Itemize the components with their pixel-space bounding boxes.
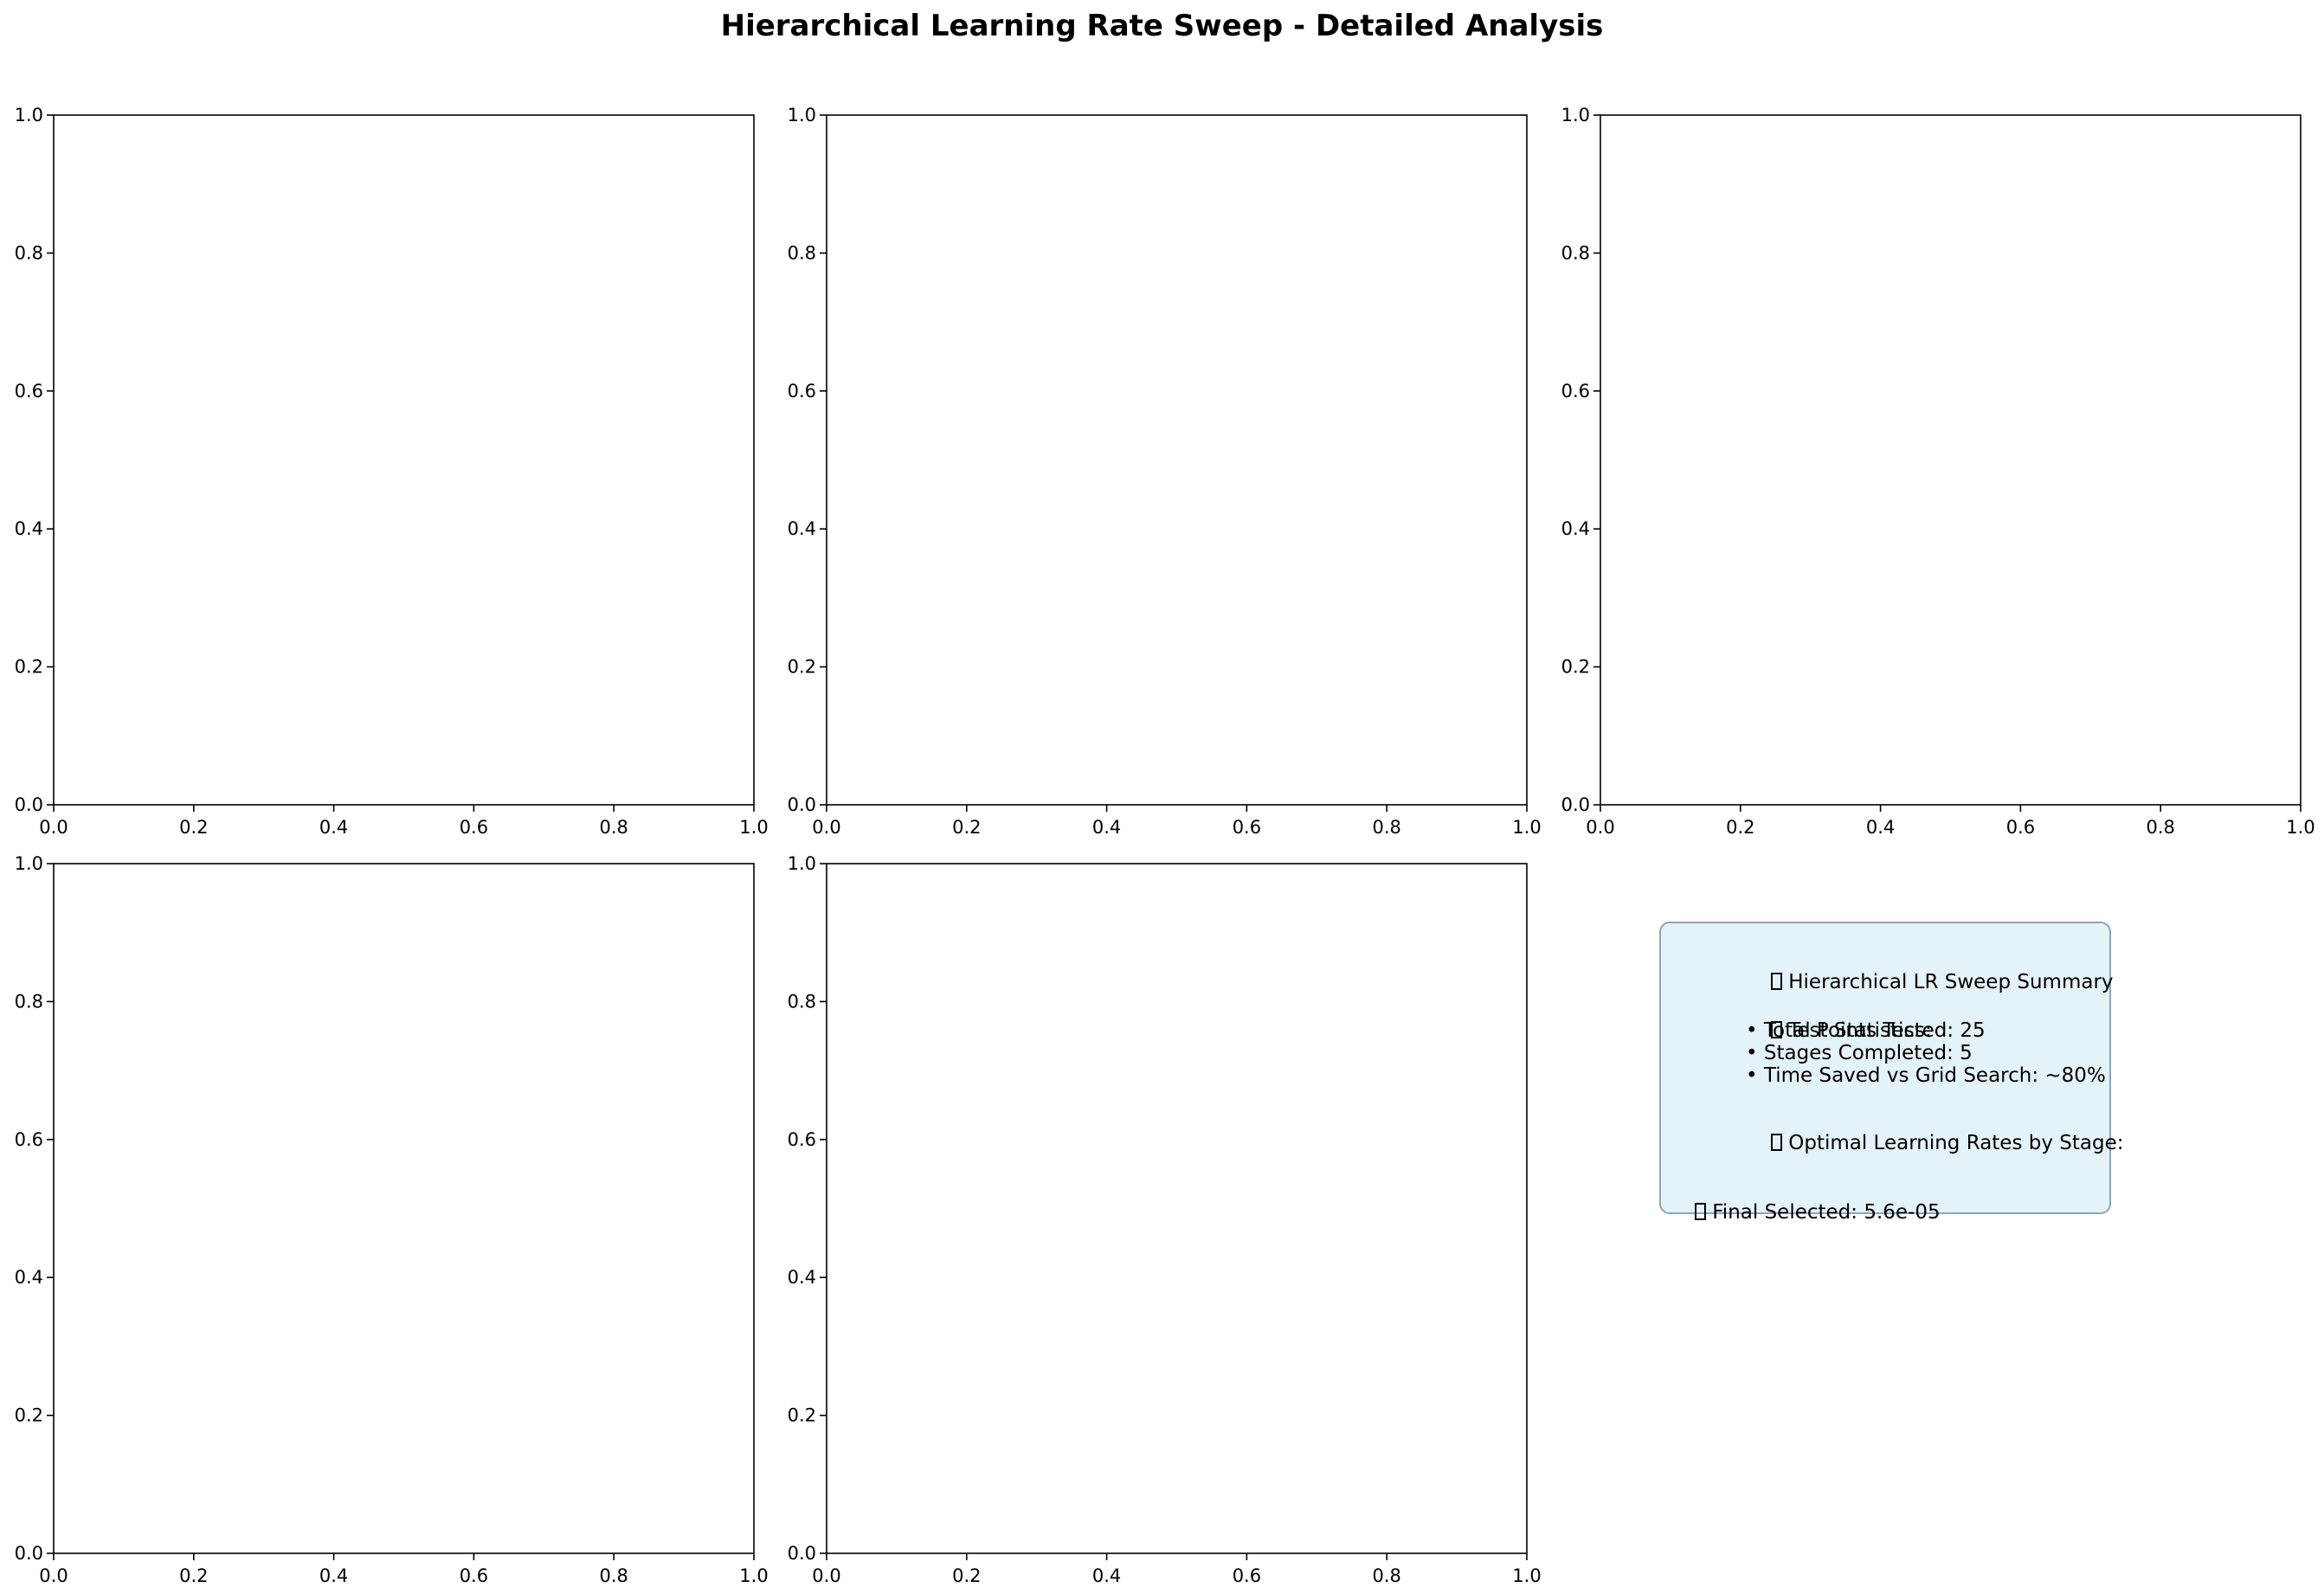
y-tick-label: 0.2	[15, 1405, 43, 1426]
x-tick-label: 0.0	[812, 1565, 840, 1586]
x-tick-label: 1.0	[739, 817, 768, 838]
x-tick-label: 0.6	[1233, 1565, 1261, 1586]
x-tick-label: 0.8	[2146, 817, 2174, 838]
x-tick-label: 1.0	[1512, 1565, 1541, 1586]
x-tick-label: 1.0	[739, 1565, 768, 1586]
y-tick-label: 0.2	[788, 657, 816, 678]
y-tick-label: 1.0	[15, 853, 43, 874]
y-tick-label: 1.0	[1561, 105, 1590, 125]
y-tick-label: 0.2	[1561, 657, 1590, 678]
y-tick-label: 0.4	[1561, 518, 1590, 539]
missing-glyph-box-icon	[1771, 1021, 1783, 1038]
x-tick-label: 0.2	[952, 1565, 981, 1586]
y-tick-label: 0.8	[788, 991, 816, 1012]
y-tick-label: 0.6	[1561, 381, 1590, 402]
stat-stages-completed: • Stages Completed: 5	[1746, 1042, 1973, 1064]
y-tick-label: 0.4	[15, 518, 43, 539]
y-tick-label: 0.4	[788, 518, 816, 539]
x-tick-label: 0.0	[812, 817, 840, 838]
y-tick-label: 0.0	[15, 794, 43, 815]
y-tick-label: 0.0	[788, 1543, 816, 1564]
x-tick-label: 0.6	[2006, 817, 2035, 838]
summary-heading: Hierarchical LR Sweep Summary	[1788, 971, 2114, 993]
y-tick-label: 0.6	[15, 381, 43, 402]
y-tick-label: 0.6	[15, 1129, 43, 1150]
stat-total-points: • Total Points Tested: 25	[1746, 1019, 1986, 1042]
x-tick-label: 0.4	[319, 1565, 348, 1586]
y-tick-label: 0.0	[15, 1543, 43, 1564]
stats-heading-line: Test Statistics:	[1746, 997, 1932, 1064]
y-tick-label: 0.8	[15, 991, 43, 1012]
axes-frame	[826, 863, 1528, 1554]
y-tick-label: 0.0	[788, 794, 816, 815]
x-tick-label: 0.8	[599, 817, 628, 838]
y-tick-label: 0.0	[1561, 794, 1590, 815]
axes-frame	[1600, 114, 2301, 806]
optimal-heading-line: Optimal Learning Rates by Stage:	[1746, 1109, 2124, 1177]
x-tick-label: 0.4	[1092, 1565, 1121, 1586]
x-tick-label: 0.0	[39, 817, 68, 838]
y-tick-label: 0.4	[788, 1267, 816, 1288]
axes-frame	[53, 114, 755, 806]
subplot-4: 0.0 0.2 0.4 0.6 0.8 1.0 0.0 0.2 0.4 0.6 0.8 1.0	[15, 853, 769, 1586]
stats-heading: Test Statistics:	[1788, 1019, 1932, 1042]
axes-frame	[826, 114, 1528, 806]
x-tick-label: 1.0	[2286, 817, 2314, 838]
x-tick-label: 0.4	[1866, 817, 1895, 838]
y-tick-label: 1.0	[15, 105, 43, 125]
subplot-1: 0.0 0.2 0.4 0.6 0.8 1.0 0.0 0.2 0.4 0.6 0.8 1.0	[15, 105, 769, 838]
stat-time-saved: • Time Saved vs Grid Search: ~80%	[1746, 1064, 2106, 1087]
final-selected-line: Final Selected: 5.6e-05	[1670, 1179, 1941, 1246]
y-tick-label: 0.8	[15, 242, 43, 263]
x-tick-label: 0.8	[1372, 1565, 1400, 1586]
subplot-3: 0.0 0.2 0.4 0.6 0.8 1.0 0.0 0.2 0.4 0.6 0.8 1.0	[1561, 105, 2315, 838]
x-tick-label: 0.0	[1586, 817, 1614, 838]
subplot-2: 0.0 0.2 0.4 0.6 0.8 1.0 0.0 0.2 0.4 0.6 0.8 1.0	[788, 105, 1542, 838]
final-selected: Final Selected: 5.6e-05	[1712, 1201, 1941, 1224]
missing-glyph-box-icon	[1771, 1134, 1783, 1151]
missing-glyph-box-icon	[1771, 973, 1783, 990]
subplot-5: 0.0 0.2 0.4 0.6 0.8 1.0 0.0 0.2 0.4 0.6 0.8 1.0	[788, 853, 1542, 1586]
y-tick-label: 0.8	[788, 242, 816, 263]
x-tick-label: 0.4	[319, 817, 348, 838]
x-tick-label: 0.6	[460, 817, 488, 838]
figure-title: Hierarchical Learning Rate Sweep - Detai…	[720, 9, 1604, 43]
y-tick-label: 0.2	[788, 1405, 816, 1426]
y-tick-label: 0.8	[1561, 242, 1590, 263]
axes-frame	[53, 863, 755, 1554]
y-tick-label: 0.4	[15, 1267, 43, 1288]
x-tick-label: 0.0	[39, 1565, 68, 1586]
optimal-heading: Optimal Learning Rates by Stage:	[1788, 1132, 2124, 1154]
summary-box: Hierarchical LR Sweep Summary Test Stati…	[1659, 922, 2124, 1224]
x-tick-label: 0.6	[1233, 817, 1261, 838]
y-tick-label: 0.6	[788, 381, 816, 402]
summary-heading-line: Hierarchical LR Sweep Summary	[1746, 948, 2114, 1016]
y-tick-label: 1.0	[788, 853, 816, 874]
x-tick-label: 0.4	[1092, 817, 1121, 838]
x-tick-label: 0.8	[599, 1565, 628, 1586]
y-tick-label: 1.0	[788, 105, 816, 125]
y-tick-label: 0.2	[15, 657, 43, 678]
x-tick-label: 0.8	[1372, 817, 1400, 838]
x-tick-label: 0.6	[460, 1565, 488, 1586]
x-tick-label: 0.2	[1726, 817, 1754, 838]
missing-glyph-box-icon	[1695, 1203, 1707, 1220]
x-tick-label: 0.2	[179, 817, 208, 838]
x-tick-label: 0.2	[952, 817, 981, 838]
x-tick-label: 0.2	[179, 1565, 208, 1586]
y-tick-label: 0.6	[788, 1129, 816, 1150]
x-tick-label: 1.0	[1512, 817, 1541, 838]
